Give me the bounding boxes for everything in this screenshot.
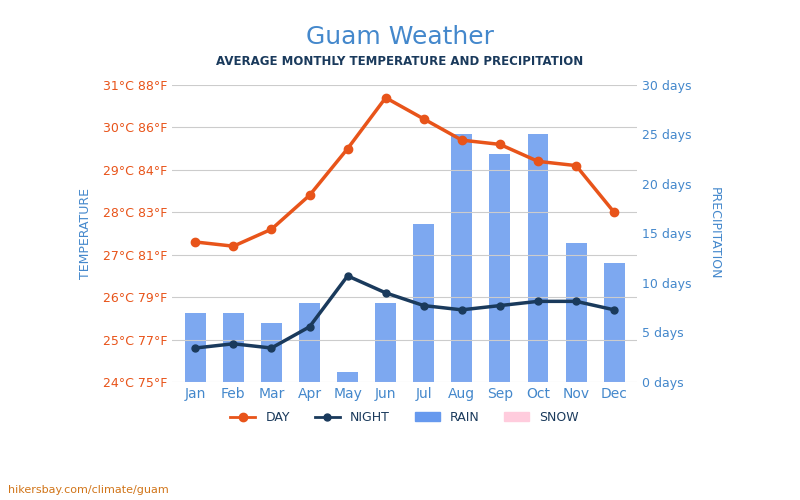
Text: Guam Weather: Guam Weather (306, 25, 494, 49)
Bar (375, 303, 396, 382)
Bar (451, 134, 472, 382)
Bar (337, 372, 358, 382)
Bar (566, 244, 586, 382)
Bar (185, 312, 206, 382)
Y-axis label: TEMPERATURE: TEMPERATURE (79, 188, 92, 279)
Bar (604, 263, 625, 382)
Legend: DAY, NIGHT, RAIN, SNOW: DAY, NIGHT, RAIN, SNOW (226, 406, 584, 429)
Bar (223, 312, 244, 382)
Bar (261, 322, 282, 382)
Y-axis label: PRECIPITATION: PRECIPITATION (708, 187, 721, 280)
Text: AVERAGE MONTHLY TEMPERATURE AND PRECIPITATION: AVERAGE MONTHLY TEMPERATURE AND PRECIPIT… (216, 55, 584, 68)
Bar (414, 224, 434, 382)
Bar (490, 154, 510, 382)
Bar (527, 134, 549, 382)
Text: hikersbay.com/climate/guam: hikersbay.com/climate/guam (8, 485, 169, 495)
Bar (299, 303, 320, 382)
